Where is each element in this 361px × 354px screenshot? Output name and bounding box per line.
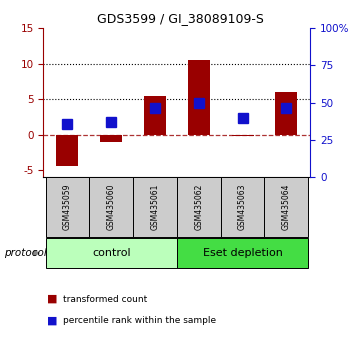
Text: GSM435063: GSM435063	[238, 184, 247, 230]
Text: GSM435060: GSM435060	[107, 184, 116, 230]
Bar	[265, 177, 308, 237]
Text: GDS3599 / GI_38089109-S: GDS3599 / GI_38089109-S	[97, 12, 264, 25]
Text: GSM435064: GSM435064	[282, 184, 291, 230]
Text: protocol: protocol	[4, 248, 46, 258]
Bar	[56, 135, 78, 166]
Text: ■: ■	[47, 315, 57, 325]
Bar	[221, 177, 265, 237]
Bar	[144, 96, 166, 135]
Bar	[89, 177, 133, 237]
Bar	[100, 135, 122, 142]
Text: GSM435062: GSM435062	[194, 184, 203, 230]
Bar	[275, 92, 297, 135]
Bar	[232, 135, 253, 136]
Text: GSM435061: GSM435061	[151, 184, 160, 230]
Bar	[133, 177, 177, 237]
Text: transformed count: transformed count	[63, 295, 147, 304]
Bar	[45, 238, 177, 268]
Text: Eset depletion: Eset depletion	[203, 248, 283, 258]
Text: ■: ■	[47, 294, 57, 304]
Text: control: control	[92, 248, 131, 258]
Text: percentile rank within the sample: percentile rank within the sample	[63, 316, 216, 325]
Bar	[188, 60, 210, 135]
Bar	[45, 177, 89, 237]
Text: GSM435059: GSM435059	[63, 184, 72, 230]
Bar	[177, 238, 308, 268]
Bar	[177, 177, 221, 237]
